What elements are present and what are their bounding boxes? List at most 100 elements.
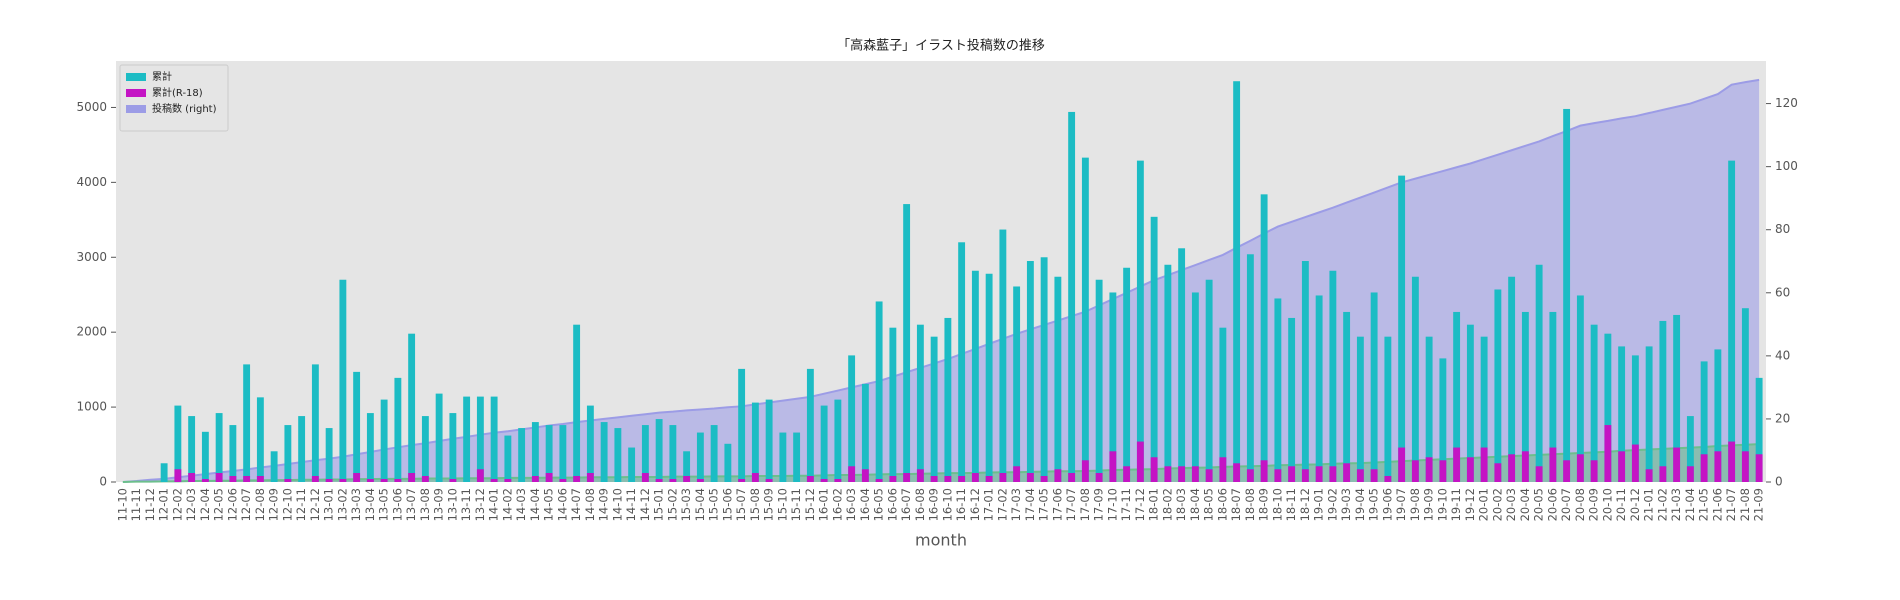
x-tick-label: 14-05 (542, 488, 556, 521)
bar (751, 402, 759, 482)
bar (449, 413, 457, 482)
bar (1329, 270, 1337, 482)
x-tick-label: 14-09 (597, 488, 611, 521)
bar (1233, 463, 1241, 482)
bar (1714, 349, 1722, 482)
x-tick-label: 21-05 (1697, 488, 1711, 521)
x-tick-label: 18-09 (1257, 488, 1271, 521)
x-tick-label: 19-12 (1463, 488, 1477, 521)
bar (1480, 336, 1488, 482)
bar (628, 447, 636, 482)
bar (655, 479, 663, 482)
bar (518, 428, 526, 482)
x-tick-label: 18-11 (1284, 488, 1298, 521)
x-tick-label: 16-10 (940, 488, 954, 521)
y2-tick-label: 0 (1775, 475, 1783, 489)
legend-box (119, 64, 229, 132)
bar (1398, 447, 1406, 482)
x-tick-label: 16-02 (830, 488, 844, 521)
x-tick-label: 14-04 (528, 488, 542, 521)
bar (1013, 286, 1021, 482)
x-tick-label: 13-12 (473, 488, 487, 521)
bar (1246, 254, 1254, 482)
bar (380, 479, 388, 482)
bar (1178, 466, 1186, 482)
y2-tick-label: 60 (1775, 285, 1790, 299)
x-tick-label: 18-04 (1188, 488, 1202, 521)
x-tick-label: 12-04 (198, 488, 212, 521)
marks (122, 78, 1763, 483)
bar (1700, 361, 1708, 482)
x-tick-label: 14-06 (555, 488, 569, 521)
bar (1205, 469, 1213, 482)
x-tick-label: 11-11 (129, 488, 143, 521)
bar (215, 473, 223, 482)
bar (201, 479, 209, 482)
bar (215, 413, 223, 482)
x-tick-label: 19-05 (1367, 488, 1381, 521)
x-tick-label: 17-11 (1119, 488, 1133, 521)
bar (1453, 447, 1461, 482)
x-tick-label: 17-02 (995, 488, 1009, 521)
y-tick-label: 5000 (76, 100, 107, 114)
x-tick-label: 19-07 (1394, 488, 1408, 521)
bar (1659, 466, 1667, 482)
x-tick-label: 13-10 (445, 488, 459, 521)
bar (490, 396, 498, 482)
bar (1576, 295, 1584, 482)
x-tick-label: 18-12 (1298, 488, 1312, 521)
bar (1026, 261, 1034, 482)
x-tick-label: 15-01 (652, 488, 666, 521)
bar (201, 431, 209, 482)
x-tick-label: 12-02 (170, 488, 184, 521)
x-tick-label: 16-08 (913, 488, 927, 521)
x-tick-label: 20-08 (1573, 488, 1587, 521)
bar (1288, 466, 1296, 482)
bar (1260, 460, 1268, 482)
bar (1219, 327, 1227, 482)
bar (1439, 460, 1447, 482)
bar (1191, 292, 1199, 482)
bar (1150, 216, 1158, 482)
bar (284, 479, 292, 482)
bar (889, 327, 897, 482)
bar (1631, 355, 1639, 482)
bar (1466, 324, 1474, 482)
bar (188, 473, 196, 482)
bar (1343, 311, 1351, 482)
x-tick-label: 17-05 (1037, 488, 1051, 521)
bar (806, 476, 814, 482)
x-tick-label: 15-10 (775, 488, 789, 521)
bar (1590, 324, 1598, 482)
x-tick-label: 20-04 (1518, 488, 1532, 521)
x-tick-label: 14-08 (583, 488, 597, 521)
bar (421, 476, 429, 482)
bar (1508, 454, 1516, 482)
bar (916, 469, 924, 482)
bar (586, 405, 594, 482)
bar (1274, 469, 1282, 482)
bar (724, 443, 732, 482)
x-tick-label: 18-03 (1174, 488, 1188, 521)
bar (1686, 416, 1694, 482)
x-tick-label: 15-07 (734, 488, 748, 521)
bar (1384, 476, 1392, 482)
chart-title: 「高森藍子」イラスト投稿数の推移 (837, 38, 1045, 54)
x-tick-label: 20-12 (1628, 488, 1642, 521)
bar (1081, 460, 1089, 482)
bar (394, 377, 402, 482)
bar (1714, 451, 1722, 482)
bar (1081, 157, 1089, 482)
bar (1521, 451, 1529, 482)
x-tick-label: 21-09 (1752, 488, 1766, 521)
x-tick-label: 12-01 (157, 488, 171, 521)
x-tick-label: 16-01 (817, 488, 831, 521)
x-tick-label: 12-03 (184, 488, 198, 521)
bar (490, 479, 498, 482)
bar (463, 396, 471, 482)
x-tick-label: 12-11 (294, 488, 308, 521)
x-tick-label: 20-11 (1614, 488, 1628, 521)
bar (820, 405, 828, 482)
bar (903, 204, 911, 482)
x-tick-label: 18-01 (1147, 488, 1161, 521)
